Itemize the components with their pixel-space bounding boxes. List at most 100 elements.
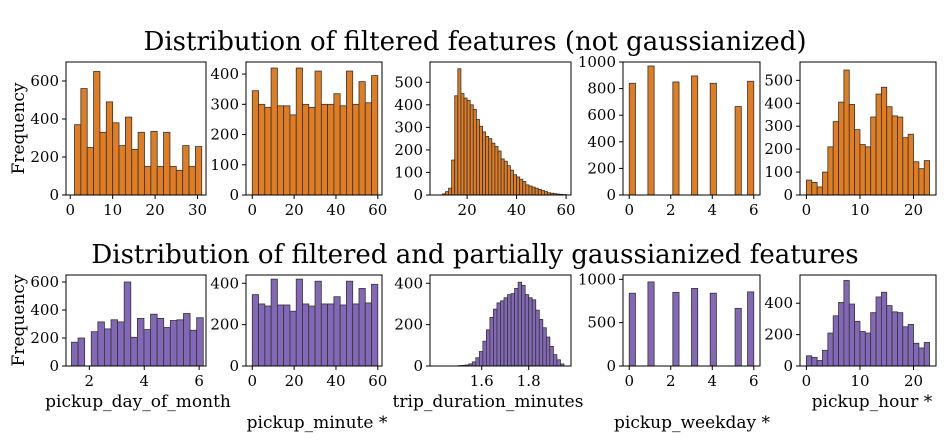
histogram-bar	[848, 104, 856, 196]
histogram-bar	[118, 145, 126, 196]
histogram-bar	[691, 75, 699, 196]
histogram-bar	[519, 178, 524, 196]
histogram-bar	[880, 86, 888, 196]
histogram-bar	[327, 303, 335, 367]
histogram-bar	[143, 329, 151, 367]
histogram-bar	[494, 146, 499, 196]
x-tick-label: 20	[285, 201, 304, 219]
histogram-bar	[110, 319, 119, 367]
y-tick-label: 0	[229, 357, 239, 375]
histogram-bar	[485, 329, 491, 367]
histogram-bar	[549, 345, 554, 367]
histogram-bar	[472, 108, 477, 196]
histogram-bar	[71, 341, 79, 367]
y-tick-label: 300	[394, 118, 423, 136]
histogram-bar	[522, 181, 527, 196]
histogram-bar	[156, 166, 164, 196]
histogram-bar	[475, 119, 480, 196]
y-tick-label: 200	[394, 316, 423, 334]
x-tick-label: 20	[904, 201, 923, 219]
histogram-bar	[371, 283, 379, 367]
histogram-bar	[822, 349, 829, 367]
histogram-bar	[907, 133, 914, 196]
x-tick-label: 2	[85, 372, 95, 390]
histogram-bar	[827, 146, 834, 196]
histogram-bar	[302, 103, 310, 196]
histogram-bar	[99, 131, 107, 196]
histogram-bar	[276, 105, 285, 196]
plot-frame	[799, 274, 937, 367]
y-tick-label: 500	[764, 71, 793, 89]
histogram-bar	[150, 130, 158, 196]
histogram-bar	[475, 357, 480, 367]
histogram-bar	[117, 321, 125, 367]
histogram-bar	[832, 315, 839, 367]
x-tick-label: 10	[103, 201, 122, 219]
x-axis-label: trip_duration_minutes	[393, 392, 584, 412]
row-title-bottom: Distribution of filtered and partially g…	[91, 240, 858, 270]
x-tick-label: 20	[146, 201, 165, 219]
y-tick-label: 600	[587, 106, 616, 124]
histogram-bar	[333, 296, 341, 367]
histogram-bar	[136, 317, 145, 367]
histogram-bar	[521, 284, 526, 367]
histogram-bar	[188, 166, 196, 196]
y-tick-label: 0	[606, 186, 616, 204]
histogram-bar	[918, 347, 925, 367]
histogram-bar	[270, 278, 278, 367]
histogram-bar	[806, 179, 813, 196]
histogram-bar	[734, 307, 742, 367]
histogram-bar	[169, 320, 178, 367]
histogram-bar	[516, 176, 521, 196]
y-tick-label: 400	[30, 110, 59, 128]
y-tick-label: 400	[587, 133, 616, 151]
histogram-bar	[534, 187, 539, 196]
histogram-bar	[352, 103, 360, 196]
histogram-bar	[251, 90, 259, 196]
histogram-bar	[509, 169, 514, 196]
histogram-bar	[838, 302, 845, 367]
histogram-bar	[827, 332, 834, 367]
x-tick-label: 4	[707, 372, 717, 390]
x-tick-label: 0	[248, 372, 258, 390]
y-tick-label: 0	[606, 357, 616, 375]
x-axis-label: pickup_hour *	[812, 392, 933, 412]
histogram-bar	[859, 144, 866, 196]
histogram-bar	[339, 105, 347, 196]
histogram-bar	[514, 288, 519, 367]
hist-r0c2: 20 40 60 0 100 200 300 400 500	[394, 61, 576, 219]
plot-frame	[429, 61, 572, 196]
y-tick-label: 400	[764, 294, 793, 312]
x-tick-label: 20	[458, 201, 477, 219]
x-tick-label: 20	[285, 372, 304, 390]
y-tick-label: 1000	[578, 53, 616, 71]
histogram-bar	[194, 146, 203, 196]
histogram-bar	[628, 82, 636, 196]
histogram-bar	[175, 169, 184, 196]
x-axis-label: pickup_minute *	[247, 413, 388, 433]
histogram-bar	[163, 131, 171, 196]
y-tick-label: 0	[413, 357, 423, 375]
hist-r1c2: 1.6 1.8 0 200 400 trip_duration_minutes	[393, 274, 584, 412]
histogram-bar	[913, 342, 920, 367]
plot-frame	[799, 61, 937, 196]
histogram-bar	[137, 131, 145, 196]
x-tick-label: 4	[707, 201, 717, 219]
y-tick-label: 0	[783, 357, 793, 375]
histogram-bar	[478, 351, 484, 367]
histogram-bar	[816, 360, 823, 367]
hist-r0c3: 0 2 4 6 0 200 400 600 800 1000	[578, 53, 761, 219]
histogram-bar	[500, 158, 505, 196]
histogram-bar	[525, 184, 530, 196]
hist-r1c3: 0 2 4 6 0 500 1000 pickup_weekday *	[578, 270, 771, 433]
histogram-bar	[469, 104, 474, 196]
histogram-bar	[144, 166, 152, 196]
y-tick-label: 400	[210, 65, 239, 83]
histogram-bar	[358, 81, 366, 196]
histogram-bar	[545, 336, 551, 367]
histogram-bar	[327, 103, 335, 196]
histogram-bar	[709, 292, 717, 367]
y-tick-label: 200	[587, 159, 616, 177]
